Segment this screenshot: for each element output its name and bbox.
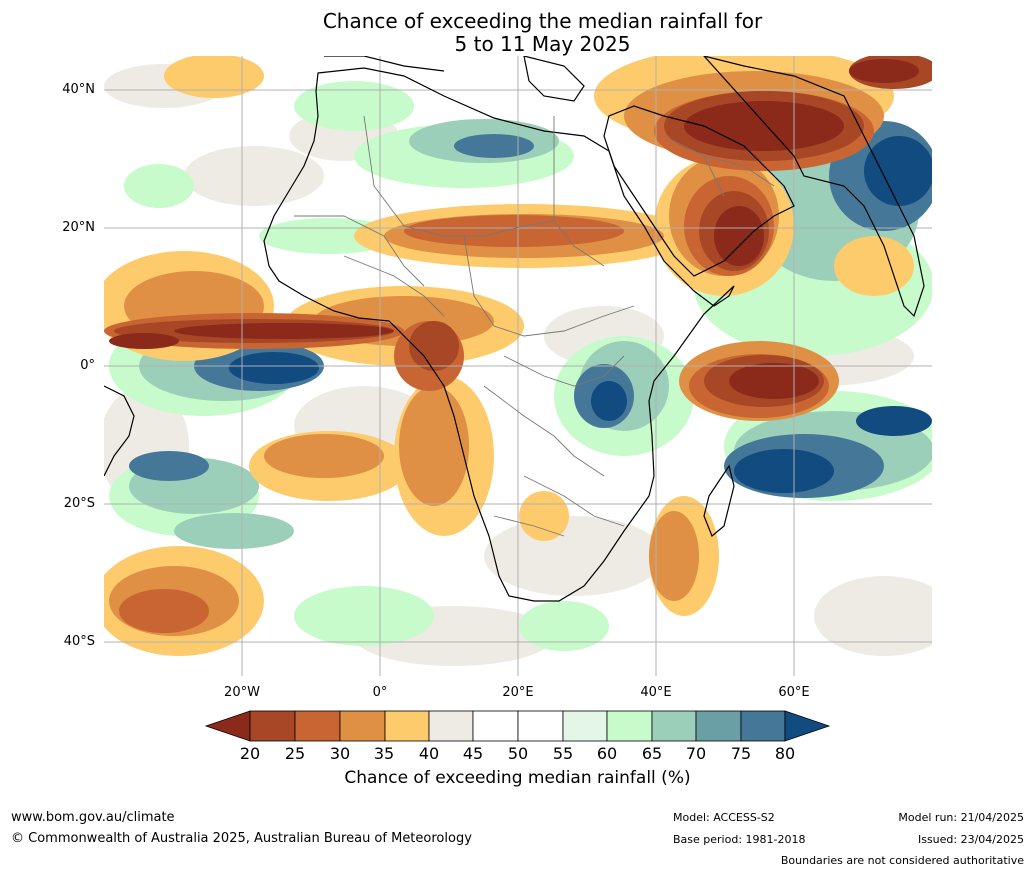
map-title-line2: 5 to 11 May 2025 bbox=[454, 32, 631, 56]
model-run-text: Model run: 21/04/2025 bbox=[898, 811, 1024, 824]
base-period-text: Base period: 1981-2018 bbox=[673, 833, 806, 846]
colorbar-tick-45: 45 bbox=[462, 744, 484, 763]
colorbar-tick-40: 40 bbox=[418, 744, 440, 763]
dark-blue-patches bbox=[229, 136, 932, 493]
colorbar-label: Chance of exceeding median rainfall (%) bbox=[344, 768, 691, 788]
colorbar-bin-75-80 bbox=[740, 710, 786, 742]
country-borders bbox=[294, 115, 775, 537]
lon-label-20e: 20°E bbox=[502, 685, 534, 700]
colorbar-bin-35-40 bbox=[384, 710, 430, 742]
colorbar-tick-20: 20 bbox=[239, 744, 261, 763]
colorbar-extend-high bbox=[784, 710, 831, 742]
disclaimer-text: Boundaries are not considered authoritat… bbox=[780, 854, 1024, 867]
colorbar-tick-80: 80 bbox=[774, 744, 796, 763]
colorbar-bin-60-65 bbox=[606, 710, 653, 742]
lat-label-0: 0° bbox=[80, 358, 95, 373]
colorbar-bin-40-45 bbox=[428, 710, 474, 742]
lon-label-40e: 40°E bbox=[640, 685, 672, 700]
dark-brown-patches bbox=[109, 59, 919, 399]
colorbar-bin-25-30 bbox=[294, 710, 341, 742]
colorbar-tick-70: 70 bbox=[685, 744, 707, 763]
colorbar-bin-65-70 bbox=[651, 710, 697, 742]
coastlines bbox=[104, 56, 925, 602]
colorbar-tick-35: 35 bbox=[373, 744, 395, 763]
colorbar-tick-50: 50 bbox=[507, 744, 529, 763]
colorbar-tick-75: 75 bbox=[730, 744, 752, 763]
colorbar-tick-65: 65 bbox=[641, 744, 663, 763]
colorbar-bin-30-35 bbox=[339, 710, 386, 742]
map-title-line1: Chance of exceeding the median rainfall … bbox=[322, 9, 763, 33]
colorbar-bin-70-75 bbox=[695, 710, 742, 742]
colorbar-tick-30: 30 bbox=[329, 744, 351, 763]
lon-label-60e: 60°E bbox=[778, 685, 810, 700]
colorbar-bin-20-25 bbox=[249, 710, 296, 742]
website-link[interactable]: www.bom.gov.au/climate bbox=[11, 810, 175, 825]
lat-label-20n: 20°N bbox=[62, 220, 95, 235]
issued-text: Issued: 23/04/2025 bbox=[917, 833, 1024, 846]
colorbar-tick-25: 25 bbox=[284, 744, 306, 763]
colorbar-tick-55: 55 bbox=[552, 744, 574, 763]
lat-label-40s: 40°S bbox=[63, 634, 95, 649]
lon-label-20w: 20°W bbox=[224, 685, 260, 700]
lat-label-40n: 40°N bbox=[62, 82, 95, 97]
model-text: Model: ACCESS-S2 bbox=[673, 811, 775, 824]
map-svg bbox=[104, 56, 932, 676]
copyright-text: © Commonwealth of Australia 2025, Austra… bbox=[11, 831, 472, 846]
colorbar-bin-55-60 bbox=[562, 710, 608, 742]
colorbar-extend-low bbox=[204, 710, 251, 742]
graticule bbox=[104, 56, 932, 676]
colorbar-bin-45-50 bbox=[472, 710, 519, 742]
colorbar-tick-60: 60 bbox=[596, 744, 618, 763]
rainfall-probability-map bbox=[104, 56, 932, 676]
lat-label-20s: 20°S bbox=[63, 496, 95, 511]
colorbar-bin-50-55 bbox=[517, 710, 564, 742]
map-title: Chance of exceeding the median rainfall … bbox=[0, 10, 1035, 56]
lon-label-0: 0° bbox=[372, 685, 388, 700]
